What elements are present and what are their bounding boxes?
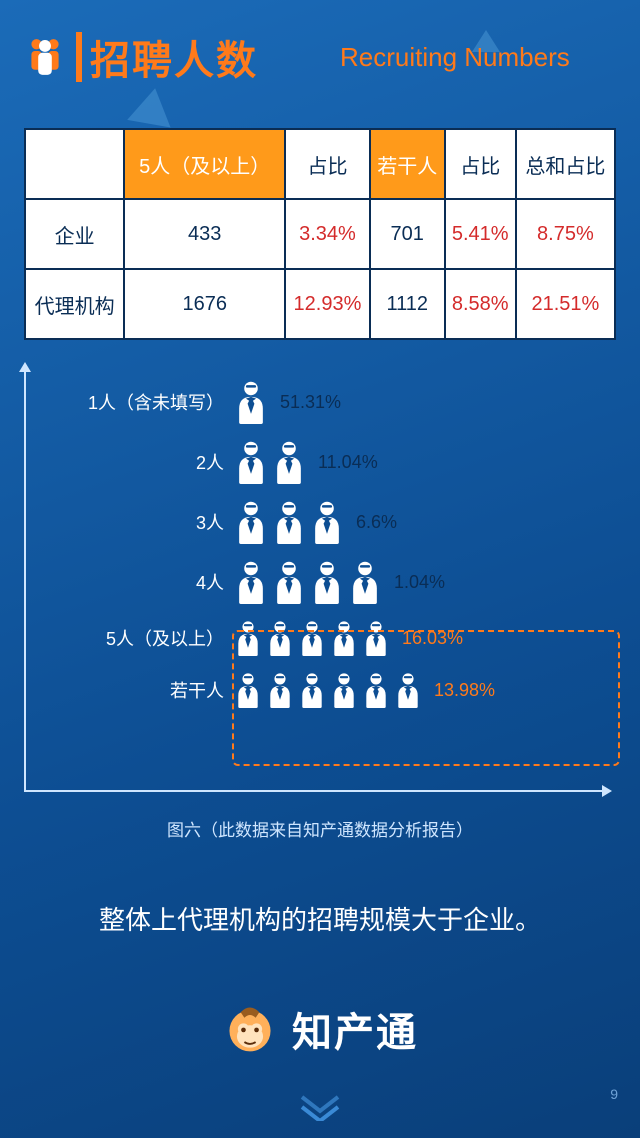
person-icon xyxy=(272,500,306,544)
conclusion-text: 整体上代理机构的招聘规模大于企业。 xyxy=(0,900,640,937)
person-icon xyxy=(348,560,382,604)
pictogram-label: 5人（及以上） xyxy=(24,625,234,651)
pictogram-pct: 13.98% xyxy=(434,680,495,701)
decor-triangle xyxy=(127,84,177,127)
pictogram-icons xyxy=(234,440,306,484)
pictogram-pct: 11.04% xyxy=(318,452,378,473)
pictogram-icons xyxy=(234,620,390,656)
monkey-icon xyxy=(222,1001,278,1057)
pictogram-label: 3人 xyxy=(24,509,234,535)
pictogram-label: 4人 xyxy=(24,569,234,595)
person-icon xyxy=(234,380,268,424)
person-icon xyxy=(298,672,326,708)
th: 5人（及以上） xyxy=(124,129,285,199)
cell: 1676 xyxy=(124,269,285,339)
row-label: 代理机构 xyxy=(25,269,124,339)
pictogram-pct: 51.31% xyxy=(280,392,341,413)
pictogram-pct: 16.03% xyxy=(402,628,463,649)
th: 若干人 xyxy=(370,129,445,199)
pictogram-row: 若干人 13.98% xyxy=(24,672,616,708)
pictogram-row: 2人 11.04% xyxy=(24,440,616,484)
person-icon xyxy=(272,560,306,604)
person-icon xyxy=(330,620,358,656)
table-header-row: 5人（及以上） 占比 若干人 占比 总和占比 xyxy=(25,129,615,199)
data-table: 5人（及以上） 占比 若干人 占比 总和占比 企业 433 3.34% 701 … xyxy=(24,128,616,340)
pictogram-row: 4人 1.04% xyxy=(24,560,616,604)
cell: 1112 xyxy=(370,269,445,339)
person-icon xyxy=(362,672,390,708)
row-label: 企业 xyxy=(25,199,124,269)
cell: 3.34% xyxy=(285,199,369,269)
page-number: 9 xyxy=(610,1086,618,1102)
person-icon xyxy=(234,672,262,708)
person-icon xyxy=(330,672,358,708)
pictogram-label: 1人（含未填写） xyxy=(24,389,234,415)
pictogram-label: 若干人 xyxy=(24,677,234,703)
person-icon xyxy=(234,560,268,604)
person-icon xyxy=(394,672,422,708)
brand: 知产通 xyxy=(222,1000,418,1058)
axis-horizontal xyxy=(24,790,604,792)
table-row: 企业 433 3.34% 701 5.41% 8.75% xyxy=(25,199,615,269)
person-icon xyxy=(234,620,262,656)
pictogram-row: 1人（含未填写） 51.31% xyxy=(24,380,616,424)
scroll-chevron-icon xyxy=(296,1093,344,1126)
person-icon xyxy=(310,560,344,604)
cell: 12.93% xyxy=(285,269,369,339)
th: 总和占比 xyxy=(516,129,615,199)
person-icon xyxy=(362,620,390,656)
cell: 433 xyxy=(124,199,285,269)
person-icon xyxy=(266,672,294,708)
title-en: Recruiting Numbers xyxy=(340,42,570,73)
pictogram-row: 5人（及以上） 16.03% xyxy=(24,620,616,656)
pictogram-icons xyxy=(234,672,422,708)
person-icon xyxy=(266,620,294,656)
person-icon xyxy=(234,440,268,484)
th: 占比 xyxy=(445,129,516,199)
cell: 701 xyxy=(370,199,445,269)
person-icon xyxy=(272,440,306,484)
people-icon xyxy=(28,35,62,79)
cell: 8.58% xyxy=(445,269,516,339)
pictogram-row: 3人 6.6% xyxy=(24,500,616,544)
pictogram-pct: 1.04% xyxy=(394,572,445,593)
cell: 5.41% xyxy=(445,199,516,269)
header: 招聘人数 xyxy=(28,28,258,86)
th-blank xyxy=(25,129,124,199)
pictogram-icons xyxy=(234,560,382,604)
pictogram-icons xyxy=(234,500,344,544)
person-icon xyxy=(310,500,344,544)
footer: 知产通 xyxy=(0,1000,640,1062)
pictogram-pct: 6.6% xyxy=(356,512,397,533)
cell: 8.75% xyxy=(516,199,615,269)
pictogram-icons xyxy=(234,380,268,424)
table-row: 代理机构 1676 12.93% 1112 8.58% 21.51% xyxy=(25,269,615,339)
brand-text: 知产通 xyxy=(292,1000,418,1058)
chart-caption: 图六（此数据来自知产通数据分析报告） xyxy=(24,816,616,841)
pictogram-label: 2人 xyxy=(24,449,234,475)
cell: 21.51% xyxy=(516,269,615,339)
title-cn: 招聘人数 xyxy=(90,28,258,86)
th: 占比 xyxy=(285,129,369,199)
person-icon xyxy=(234,500,268,544)
person-icon xyxy=(298,620,326,656)
